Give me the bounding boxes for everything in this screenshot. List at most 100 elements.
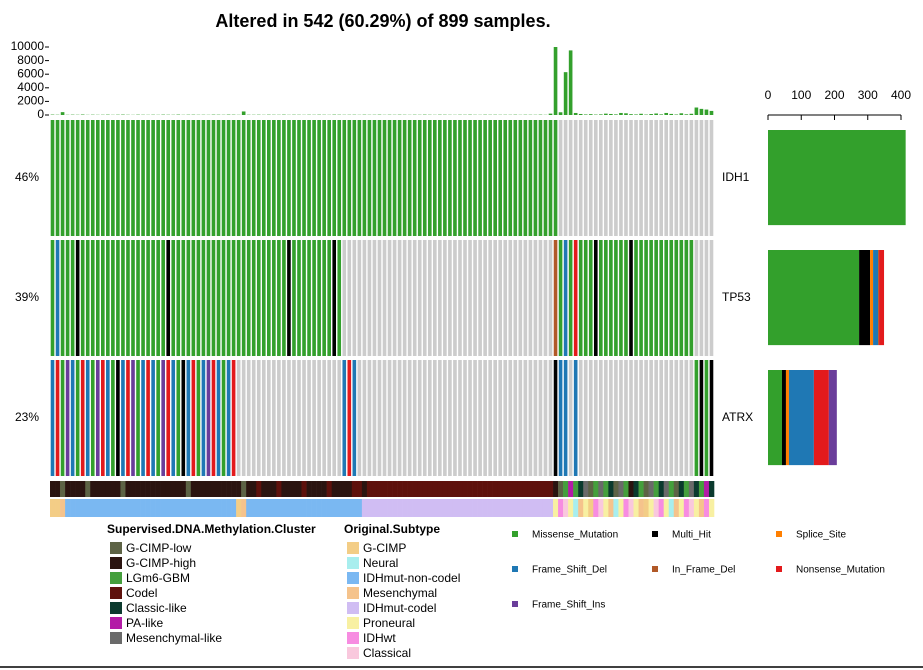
tmb-bar [649,114,653,115]
cell [468,120,472,236]
cell [111,120,115,236]
annotation-cell [598,499,604,517]
cell [347,120,352,236]
cell [649,240,653,356]
cell [448,120,452,236]
annotation-cell [351,499,358,517]
cell [191,360,196,476]
tmb-bar [241,111,246,115]
annotation-cell [683,499,690,517]
cell [438,360,442,476]
cell [317,240,321,356]
annotation-cell [210,481,217,497]
cell [528,120,533,236]
cell [513,120,518,236]
cell [463,240,467,356]
annotation-cell [160,499,166,517]
cell [211,360,216,476]
annotation-cell [553,481,559,497]
annotation-cell [673,499,680,517]
cell [206,240,211,356]
legend-label: G-CIMP-high [126,556,196,570]
cell [664,120,669,236]
cell [402,120,407,236]
cell [503,240,508,356]
annotation-cell [678,481,685,497]
cell [272,360,276,476]
annotation-cell [693,481,700,497]
annotation-cell [226,481,232,497]
legend-swatch [347,542,359,554]
cell [614,120,618,236]
cell [85,240,90,356]
annotation-cell [216,499,222,517]
annotation-cell [271,499,277,517]
annotation-cell [402,481,408,497]
annotation-cell [502,499,509,517]
cell [181,360,186,476]
cell [312,120,316,236]
cell [161,360,165,476]
cell [624,240,628,356]
cell [679,120,684,236]
legend-label: PA-like [126,616,163,630]
cell [256,120,261,236]
cell [558,240,563,356]
annotation-cell [432,499,438,517]
legend-swatch [512,531,518,537]
cell [367,240,372,356]
cell [60,360,65,476]
gene-label: IDH1 [722,170,750,184]
annotation-cell [542,499,549,517]
cell [246,360,251,476]
gene-percent: 46% [15,170,39,184]
annotation-cell [95,499,101,517]
annotation-cell [281,481,287,497]
cell [518,120,523,236]
annotation-cell [392,481,398,497]
cell [332,240,337,356]
cell [166,120,171,236]
cell [282,120,286,236]
annotation-cell [653,499,659,517]
cell [226,360,231,476]
cell [111,240,115,356]
annotation-cell [195,499,202,517]
annotation-cell [527,499,534,517]
cell [267,120,271,236]
annotation-cell [155,499,161,517]
gene-bar-segment [879,250,885,346]
annotation-cell [442,481,448,497]
cell [483,240,487,356]
cell [593,360,598,476]
annotation-cell [291,481,297,497]
cell [538,240,543,356]
cell [251,360,256,476]
cell [558,120,563,236]
annotation-cell [412,499,418,517]
cell [709,240,714,356]
annotation-cell [331,481,338,497]
cell [116,240,120,356]
cell [317,360,321,476]
cell [307,360,311,476]
annotation-cell [548,499,554,517]
cell [463,360,467,476]
annotation-cell [311,499,317,517]
cell [694,120,699,236]
annotation-cell [50,499,56,517]
cell [568,240,573,356]
tmb-bar [619,112,623,115]
annotation-cell [376,499,383,517]
cell [604,120,608,236]
tmb-bar [588,114,593,115]
annotation-cell [387,499,393,517]
annotation-cell [457,481,463,497]
cell [307,120,311,236]
annotation-cell [623,481,629,497]
cell [563,240,568,356]
cell [116,360,120,476]
tmb-bar [634,114,638,115]
annotation-cell [527,481,534,497]
annotation-cell [60,481,66,497]
